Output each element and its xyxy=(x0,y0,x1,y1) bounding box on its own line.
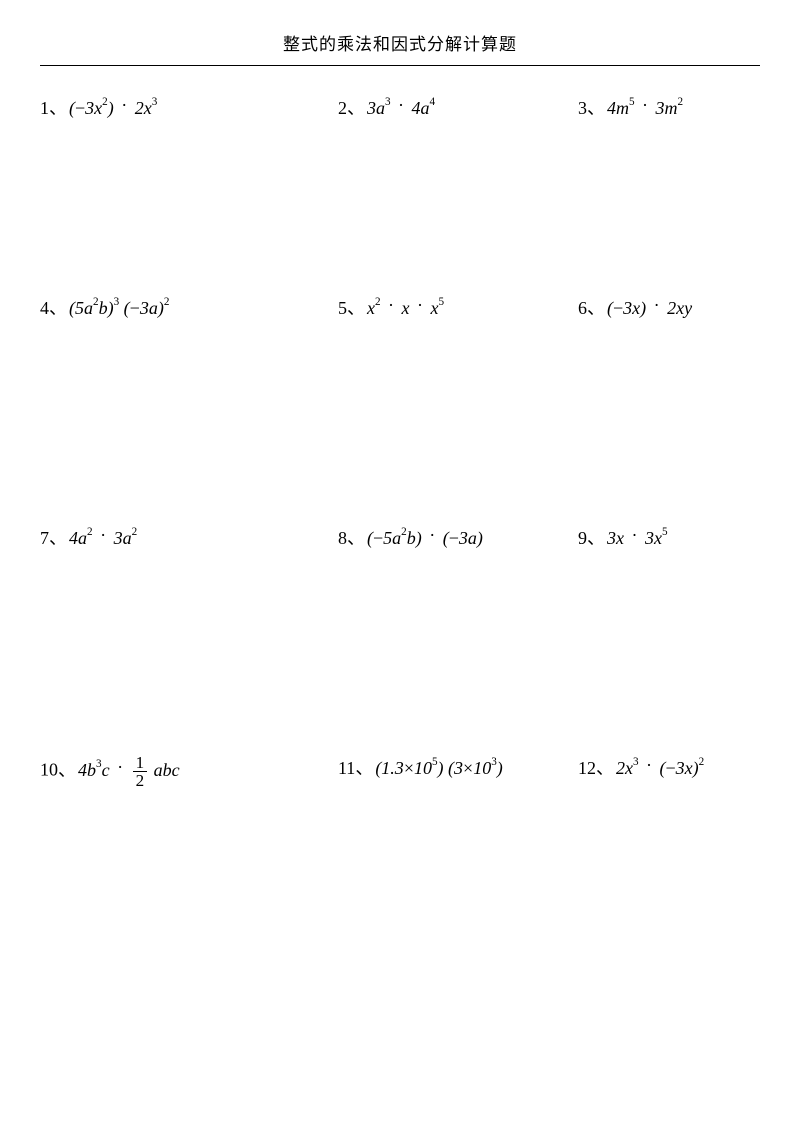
problem-number: 12 xyxy=(578,758,596,778)
problem-cell: 9、3x · 3x5 xyxy=(520,524,760,550)
problem-cell: 2、3a3 · 4a4 xyxy=(280,94,520,120)
problem-number: 4 xyxy=(40,298,49,318)
separator: 、 xyxy=(347,298,365,318)
separator: 、 xyxy=(347,528,365,548)
problem-expression: (−5a2b) · (−3a) xyxy=(367,528,483,548)
problem-expression: 3x · 3x5 xyxy=(607,528,668,548)
problem-expression: (5a2b)3 (−3a)2 xyxy=(69,298,169,318)
problem-cell: 10、4b3c · 12 abc xyxy=(40,754,280,789)
separator: 、 xyxy=(587,298,605,318)
problem-expression: 4a2 · 3a2 xyxy=(69,528,137,548)
problem-number: 8 xyxy=(338,528,347,548)
problem-grid: 1、(−3x2) · 2x32、3a3 · 4a43、4m5 · 3m24、(5… xyxy=(40,88,760,978)
problem-cell: 8、(−5a2b) · (−3a) xyxy=(280,524,520,550)
problem-row: 7、4a2 · 3a28、(−5a2b) · (−3a)9、3x · 3x5 xyxy=(40,518,760,748)
problem-cell: 3、4m5 · 3m2 xyxy=(520,94,760,120)
problem-cell: 5、x2 · x · x5 xyxy=(280,294,520,320)
worksheet-page: 整式的乘法和因式分解计算题 1、(−3x2) · 2x32、3a3 · 4a43… xyxy=(0,0,800,1018)
title-rule xyxy=(40,65,760,66)
problem-number: 1 xyxy=(40,98,49,118)
problem-expression: 4b3c · 12 abc xyxy=(78,760,180,780)
problem-number: 10 xyxy=(40,760,58,780)
separator: 、 xyxy=(587,528,605,548)
problem-cell: 6、(−3x) · 2xy xyxy=(520,294,760,320)
separator: 、 xyxy=(587,98,605,118)
problem-cell: 12、2x3 · (−3x)2 xyxy=(520,754,760,780)
separator: 、 xyxy=(596,758,614,778)
problem-number: 5 xyxy=(338,298,347,318)
problem-cell: 4、(5a2b)3 (−3a)2 xyxy=(40,294,280,320)
problem-expression: (1.3×105) (3×103) xyxy=(375,758,502,778)
problem-expression: 3a3 · 4a4 xyxy=(367,98,435,118)
separator: 、 xyxy=(355,758,373,778)
problem-cell: 1、(−3x2) · 2x3 xyxy=(40,94,280,120)
separator: 、 xyxy=(49,98,67,118)
problem-number: 3 xyxy=(578,98,587,118)
problem-row: 1、(−3x2) · 2x32、3a3 · 4a43、4m5 · 3m2 xyxy=(40,88,760,288)
separator: 、 xyxy=(58,760,76,780)
separator: 、 xyxy=(49,528,67,548)
problem-number: 11 xyxy=(338,758,355,778)
page-title: 整式的乘法和因式分解计算题 xyxy=(40,30,760,55)
problem-number: 6 xyxy=(578,298,587,318)
problem-expression: (−3x2) · 2x3 xyxy=(69,98,157,118)
problem-number: 7 xyxy=(40,528,49,548)
problem-row: 10、4b3c · 12 abc11、(1.3×105) (3×103)12、2… xyxy=(40,748,760,978)
problem-row: 4、(5a2b)3 (−3a)25、x2 · x · x56、(−3x) · 2… xyxy=(40,288,760,518)
problem-expression: (−3x) · 2xy xyxy=(607,298,692,318)
problem-expression: 2x3 · (−3x)2 xyxy=(616,758,704,778)
problem-expression: 4m5 · 3m2 xyxy=(607,98,683,118)
problem-cell: 7、4a2 · 3a2 xyxy=(40,524,280,550)
problem-number: 9 xyxy=(578,528,587,548)
problem-cell: 11、(1.3×105) (3×103) xyxy=(280,754,520,780)
separator: 、 xyxy=(347,98,365,118)
problem-number: 2 xyxy=(338,98,347,118)
problem-expression: x2 · x · x5 xyxy=(367,298,444,318)
separator: 、 xyxy=(49,298,67,318)
